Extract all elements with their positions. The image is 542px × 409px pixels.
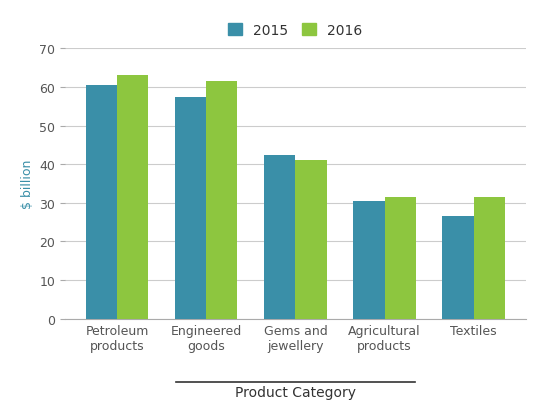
- Bar: [175, 97, 207, 319]
- Bar: [474, 198, 505, 319]
- Bar: [264, 155, 295, 319]
- Bar: [295, 161, 327, 319]
- Legend: 2015, 2016: 2015, 2016: [225, 21, 365, 40]
- Bar: [117, 76, 149, 319]
- Bar: [207, 82, 237, 319]
- Text: Product Category: Product Category: [235, 385, 356, 399]
- Bar: [86, 86, 117, 319]
- Y-axis label: $ billion: $ billion: [21, 160, 34, 209]
- Bar: [353, 201, 384, 319]
- Bar: [384, 198, 416, 319]
- Bar: [442, 217, 474, 319]
